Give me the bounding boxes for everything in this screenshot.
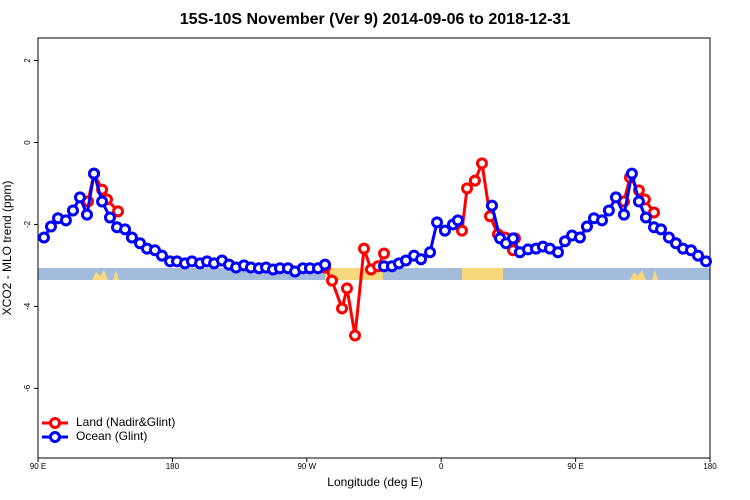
- data-point: [451, 214, 464, 227]
- data-point: [455, 224, 468, 237]
- data-point: [125, 231, 138, 244]
- data-point: [468, 174, 481, 187]
- x-axis-label: Longitude (deg E): [327, 475, 422, 489]
- data-point: [340, 282, 353, 295]
- series-line: [86, 157, 656, 336]
- y-tick-label: -6: [23, 384, 32, 392]
- data-point: [119, 223, 132, 236]
- x-tick-label: 90 W: [297, 462, 316, 471]
- legend-label: Ocean (Glint): [76, 429, 147, 443]
- data-point: [507, 232, 520, 245]
- data-point: [625, 167, 638, 180]
- data-point: [639, 211, 652, 224]
- x-tick-label: 90 E: [30, 462, 46, 471]
- legend-marker: [49, 431, 61, 443]
- legend: Land (Nadir&Glint)Ocean (Glint): [42, 415, 175, 443]
- data-point: [602, 204, 615, 217]
- data-point: [112, 205, 125, 218]
- series: [37, 167, 712, 278]
- data-point: [551, 246, 564, 259]
- data-point: [438, 224, 451, 237]
- data-point: [155, 249, 168, 262]
- land-strip: [462, 268, 503, 280]
- x-tick-label: 0: [439, 462, 444, 471]
- data-point: [461, 182, 474, 195]
- data-point: [319, 258, 332, 271]
- data-point: [399, 254, 412, 267]
- data-point: [573, 231, 586, 244]
- data-point: [699, 255, 712, 268]
- data-point: [415, 253, 428, 266]
- data-point: [655, 223, 668, 236]
- data-point: [424, 246, 436, 259]
- data-point: [357, 242, 370, 255]
- legend-label: Land (Nadir&Glint): [76, 415, 175, 429]
- plot-frame: [37, 37, 711, 459]
- x-tick-label: 180: [703, 462, 717, 471]
- chart-title: 15S-10S November (Ver 9) 2014-09-06 to 2…: [180, 11, 571, 28]
- legend-marker: [49, 417, 61, 429]
- data-point: [609, 191, 622, 204]
- data-point: [73, 191, 86, 204]
- data-point: [692, 249, 705, 262]
- data-point: [580, 220, 593, 233]
- y-axis-label: XCO2 - MLO trend (ppm): [0, 181, 14, 316]
- series: [82, 157, 660, 342]
- y-tick-label: 2: [23, 58, 32, 63]
- data-point: [88, 167, 100, 180]
- data-point: [336, 302, 349, 315]
- data-point: [326, 274, 339, 287]
- land-strip: [92, 270, 119, 280]
- x-tick-label: 180: [166, 462, 180, 471]
- y-tick-label: 0: [23, 140, 32, 145]
- data-point: [66, 204, 79, 217]
- data-point: [378, 247, 391, 260]
- data-point: [632, 195, 645, 208]
- data-point: [44, 220, 57, 233]
- land-strip: [630, 270, 658, 280]
- data-point: [475, 157, 488, 170]
- x-tick-label: 90 E: [567, 462, 583, 471]
- data-point: [617, 208, 630, 221]
- data-point: [431, 216, 444, 229]
- data-point: [80, 208, 93, 221]
- data-point: [349, 329, 362, 342]
- data-point: [648, 206, 660, 219]
- data-point: [485, 199, 498, 212]
- data-point: [37, 231, 50, 244]
- y-tick-label: -2: [23, 220, 32, 228]
- data-point: [596, 214, 609, 227]
- data-point: [96, 195, 109, 208]
- data-point: [59, 214, 72, 227]
- y-tick-label: -4: [23, 302, 32, 310]
- data-point: [103, 211, 116, 224]
